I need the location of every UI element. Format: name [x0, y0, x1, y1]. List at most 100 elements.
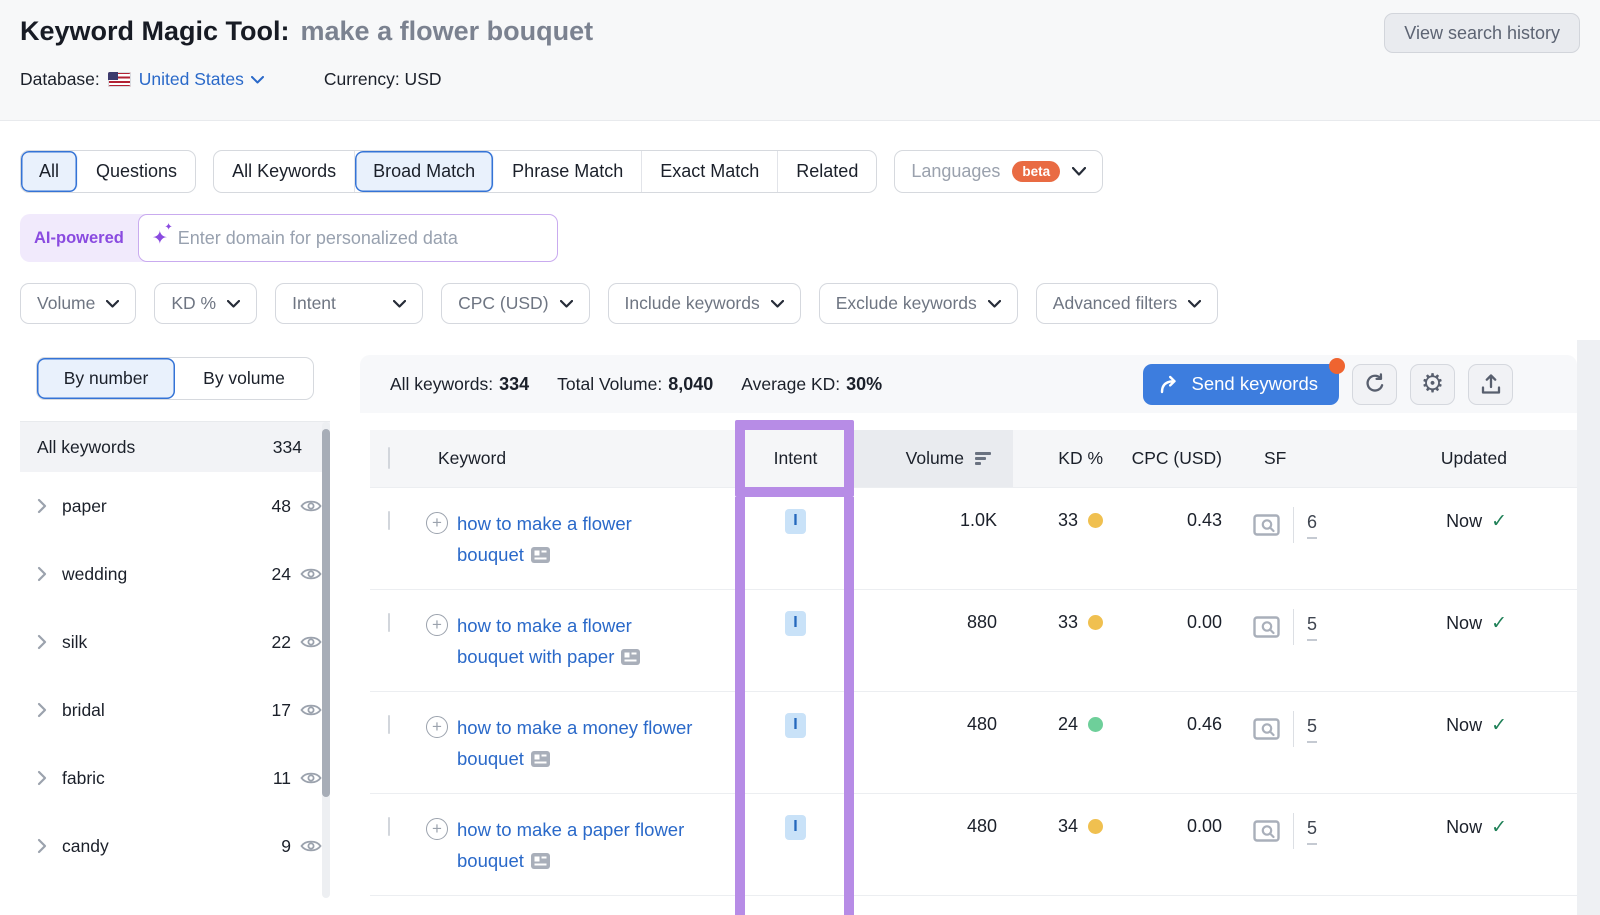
volume-filter-label: Volume — [37, 293, 96, 313]
serp-features-icon[interactable] — [530, 751, 550, 767]
serp-preview-icon[interactable] — [1253, 615, 1280, 639]
tab-phrase-match[interactable]: Phrase Match — [494, 151, 643, 192]
by-volume-toggle[interactable]: By volume — [203, 368, 285, 388]
chevron-down-icon — [987, 299, 1001, 308]
intent-badge[interactable]: I — [785, 713, 806, 738]
advanced-filters[interactable]: Advanced filters — [1035, 283, 1219, 324]
kd-filter[interactable]: KD % — [154, 283, 258, 324]
group-item-candy[interactable]: candy 9 — [20, 812, 330, 880]
chevron-down-icon — [393, 299, 407, 308]
export-button[interactable] — [1468, 363, 1513, 405]
row-checkbox[interactable] — [388, 511, 390, 530]
serp-preview-icon[interactable] — [1253, 819, 1280, 843]
tab-broad-match[interactable]: Broad Match — [355, 151, 495, 192]
serp-preview-icon[interactable] — [1253, 513, 1280, 537]
cpc-filter[interactable]: CPC (USD) — [441, 283, 590, 324]
keyword-text: how to make a paper flower bouquet — [457, 819, 685, 871]
group-item-silk[interactable]: silk 22 — [20, 608, 330, 676]
sf-count[interactable]: 6 — [1307, 512, 1318, 539]
serp-preview-icon[interactable] — [1253, 717, 1280, 741]
serp-features-icon[interactable] — [530, 547, 550, 563]
eye-icon[interactable] — [300, 634, 322, 650]
include-keywords-filter[interactable]: Include keywords — [607, 283, 801, 324]
intent-filter[interactable]: Intent — [275, 283, 424, 324]
group-label: silk — [62, 631, 88, 652]
kd-difficulty-dot — [1088, 615, 1103, 630]
keyword-link[interactable]: how to make a flower bouquet — [457, 508, 699, 570]
serp-features-icon[interactable] — [621, 649, 641, 665]
keyword-link[interactable]: how to make a paper flower bouquet — [457, 814, 699, 876]
sf-count[interactable]: 5 — [1307, 614, 1318, 641]
languages-dropdown[interactable]: Languages beta — [894, 150, 1104, 193]
intent-badge[interactable]: I — [785, 815, 806, 840]
add-keyword-icon[interactable] — [426, 716, 448, 738]
all-keywords-row[interactable]: All keywords 334 — [20, 422, 330, 472]
refresh-button[interactable] — [1352, 363, 1397, 405]
view-search-history-button[interactable]: View search history — [1384, 13, 1580, 53]
domain-input[interactable] — [177, 227, 528, 249]
column-header-cpc[interactable]: CPC (USD) — [1131, 448, 1222, 468]
chevron-right-icon — [37, 702, 47, 718]
eye-icon[interactable] — [300, 702, 322, 718]
intent-badge[interactable]: I — [785, 611, 806, 636]
group-item-wedding[interactable]: wedding 24 — [20, 540, 330, 608]
column-header-volume[interactable]: Volume — [854, 430, 1013, 487]
eye-icon[interactable] — [300, 770, 322, 786]
by-number-toggle[interactable]: By number — [37, 358, 175, 399]
group-item-fabric[interactable]: fabric 11 — [20, 744, 330, 812]
share-arrow-icon — [1160, 375, 1176, 393]
keywords-table: Keyword Intent Volume KD % CPC (USD) SF … — [370, 430, 1577, 915]
cpc-filter-label: CPC (USD) — [458, 293, 549, 313]
column-header-keyword[interactable]: Keyword — [438, 448, 507, 468]
keyword-link[interactable]: how to make a flower bouquet with paper — [457, 610, 699, 672]
partial-next-row — [370, 895, 1577, 915]
send-keywords-button[interactable]: Send keywords — [1142, 357, 1345, 405]
row-checkbox[interactable] — [388, 715, 390, 734]
cpc-cell: 0.00 — [1186, 612, 1222, 632]
database-selector[interactable]: United States — [139, 69, 264, 90]
currency-value: Currency: USD — [323, 69, 442, 89]
keyword-link[interactable]: how to make a money flower bouquet — [457, 712, 699, 774]
sf-count[interactable]: 5 — [1307, 716, 1318, 743]
group-count: 11 — [272, 767, 291, 788]
tab-questions[interactable]: Questions — [96, 161, 178, 181]
refresh-icon — [1365, 373, 1383, 392]
column-header-kd[interactable]: KD % — [1058, 448, 1103, 468]
column-header-updated[interactable]: Updated — [1440, 448, 1507, 468]
sf-count[interactable]: 5 — [1307, 818, 1318, 845]
settings-button[interactable] — [1410, 363, 1455, 405]
sf-divider — [1293, 813, 1294, 849]
intent-badge[interactable]: I — [785, 509, 806, 534]
chevron-right-icon — [37, 566, 47, 582]
add-keyword-icon[interactable] — [426, 614, 448, 636]
serp-features-icon[interactable] — [530, 853, 550, 869]
group-count: 17 — [271, 699, 291, 720]
volume-filter[interactable]: Volume — [20, 283, 137, 324]
row-checkbox-cell — [370, 692, 426, 734]
page-scrollbar-gutter[interactable] — [1577, 340, 1600, 915]
add-keyword-icon[interactable] — [426, 818, 448, 840]
eye-icon[interactable] — [300, 566, 322, 582]
tab-exact-match[interactable]: Exact Match — [642, 151, 779, 192]
tab-related[interactable]: Related — [796, 161, 859, 181]
group-count: 22 — [271, 631, 291, 652]
sf-divider — [1293, 711, 1294, 747]
tab-all[interactable]: All — [21, 151, 79, 192]
group-label: candy — [62, 835, 109, 856]
eye-icon[interactable] — [300, 838, 322, 854]
group-item-paper[interactable]: paper 48 — [20, 472, 330, 540]
kd-cell: 24 — [1013, 692, 1115, 735]
exclude-keywords-filter[interactable]: Exclude keywords — [818, 283, 1018, 324]
row-checkbox[interactable] — [388, 817, 390, 836]
page-title-query: make a flower bouquet — [300, 16, 594, 46]
select-all-checkbox[interactable] — [388, 447, 390, 469]
sf-cell: 5 — [1240, 692, 1345, 747]
column-header-sf[interactable]: SF — [1264, 448, 1287, 468]
eye-icon[interactable] — [300, 498, 322, 514]
column-header-intent[interactable]: Intent — [773, 448, 818, 468]
tab-all-keywords[interactable]: All Keywords — [214, 151, 356, 192]
row-checkbox[interactable] — [388, 613, 390, 632]
sidebar-scrollbar-thumb[interactable] — [322, 429, 330, 797]
add-keyword-icon[interactable] — [426, 512, 448, 534]
group-item-bridal[interactable]: bridal 17 — [20, 676, 330, 744]
